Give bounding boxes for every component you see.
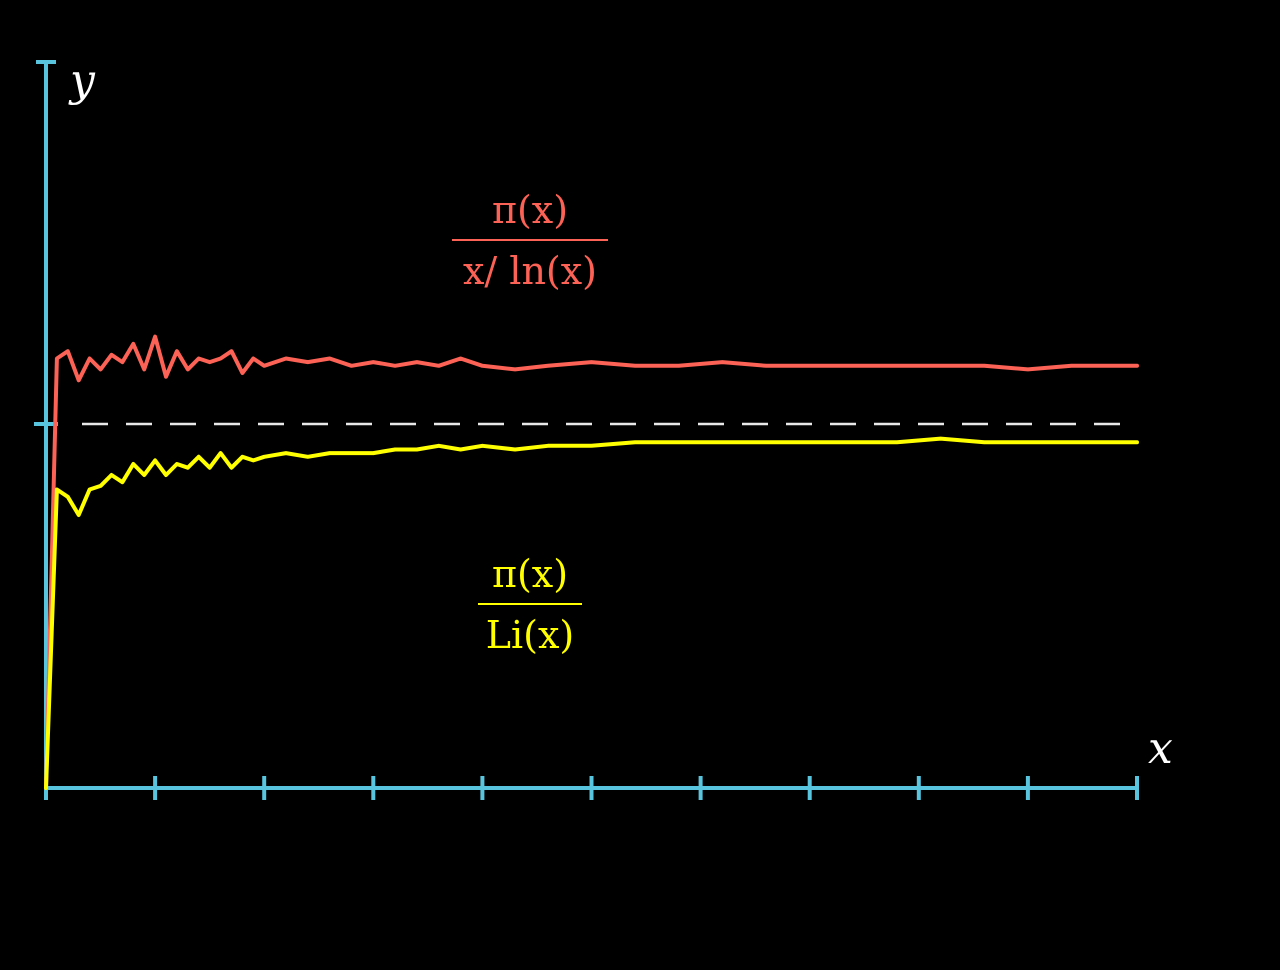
series-ln-numerator: π(x)	[492, 188, 568, 232]
series-ln-denominator: x/ ln(x)	[463, 249, 597, 293]
series-layer	[44, 334, 1139, 790]
series-li-label: π(x) Li(x)	[478, 552, 582, 657]
series-li-numerator: π(x)	[492, 552, 568, 596]
x-axis-label: x	[1148, 723, 1173, 774]
y-axis-label: y	[68, 55, 96, 106]
axes	[34, 60, 1139, 800]
series-ln-label: π(x) x/ ln(x)	[452, 188, 608, 293]
series-li-denominator: Li(x)	[486, 613, 574, 657]
series-li-line	[44, 436, 1139, 790]
series-ln-line	[44, 334, 1139, 790]
